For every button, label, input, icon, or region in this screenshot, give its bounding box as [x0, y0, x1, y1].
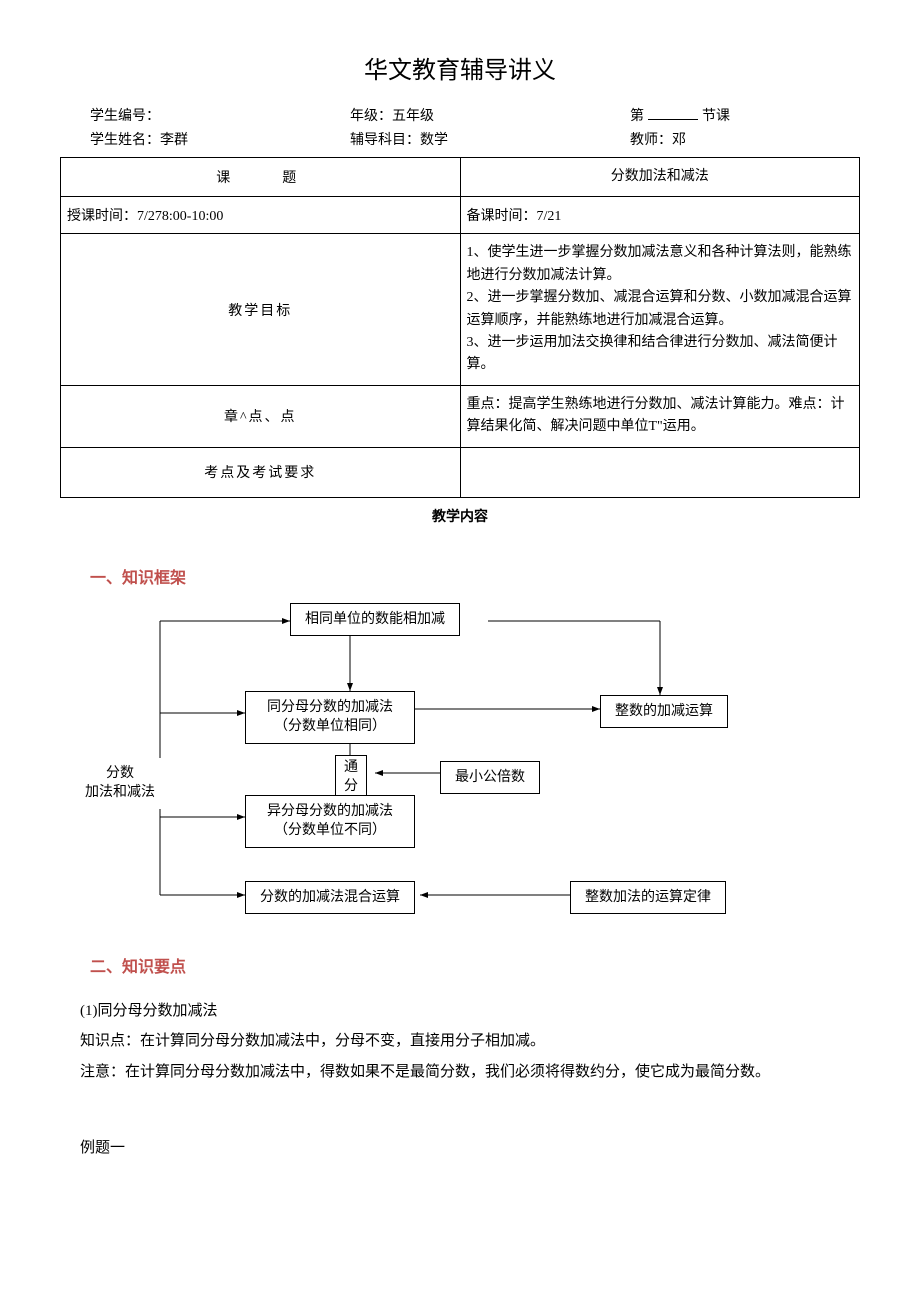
keypoint-value: 重点：提高学生熟练地进行分数加、减法计算能力。难点：计算结果化简、解决问题中单位…: [460, 385, 860, 447]
topic-label: 课 题: [61, 158, 461, 197]
section2-heading: 二、知识要点: [90, 953, 860, 977]
node-mid2: 异分母分数的加减法 （分数单位不同）: [245, 795, 415, 848]
student-name-label: 学生姓名：李群: [90, 129, 350, 149]
node-right2: 最小公倍数: [440, 761, 540, 795]
grade-label: 年级：五年级: [350, 105, 630, 125]
node-mid1: 同分母分数的加减法 （分数单位相同）: [245, 691, 415, 744]
keypoint-label: 章^点、点: [61, 385, 461, 447]
example-label: 例题一: [80, 1136, 860, 1157]
teacher-label: 教师：邓: [630, 129, 860, 149]
exam-value: [460, 447, 860, 497]
student-id-label: 学生编号：: [90, 105, 350, 125]
lesson-prefix: 第: [630, 109, 644, 124]
goal-value: 1、使学生进一步掌握分数加减法意义和各种计算法则，能熟练地进行分数加减法计算。 …: [460, 234, 860, 385]
content-title: 教学内容: [61, 497, 860, 534]
topic-value: 分数加法和减法: [460, 158, 860, 197]
node-mid3: 分数的加减法混合运算: [245, 881, 415, 915]
lesson-suffix: 节课: [702, 109, 730, 124]
header-info: 学生编号： 年级：五年级 第 节课 学生姓名：李群 辅导科目：数学 教师：邓: [60, 105, 860, 149]
body-p2: 知识点：在计算同分母分数加减法中，分母不变，直接用分子相加减。: [80, 1027, 860, 1056]
page-title: 华文教育辅导讲义: [60, 50, 860, 85]
prep-time: 备课时间：7/21: [460, 197, 860, 234]
node-top: 相同单位的数能相加减: [290, 603, 460, 637]
info-table: 课 题 分数加法和减法 授课时间：7/278:00-10:00 备课时间：7/2…: [60, 157, 860, 534]
subject-label: 辅导科目：数学: [350, 129, 630, 149]
class-time: 授课时间：7/278:00-10:00: [61, 197, 461, 234]
node-tongfen: 通 分: [335, 755, 367, 800]
node-root: 分数 加法和减法: [70, 758, 170, 809]
lesson-number: 第 节课: [630, 105, 860, 125]
body-p3: 注意：在计算同分母分数加减法中，得数如果不是最简分数，我们必须将得数约分，使它成…: [80, 1058, 860, 1087]
node-right3: 整数加法的运算定律: [570, 881, 726, 915]
exam-label: 考点及考试要求: [61, 447, 461, 497]
knowledge-diagram: 分数 加法和减法 相同单位的数能相加减 同分母分数的加减法 （分数单位相同） 通…: [70, 603, 850, 923]
goal-label: 教学目标: [61, 234, 461, 385]
body-text: (1)同分母分数加减法 知识点：在计算同分母分数加减法中，分母不变，直接用分子相…: [80, 997, 860, 1087]
node-right1: 整数的加减运算: [600, 695, 728, 729]
blank-field: [648, 119, 698, 120]
body-p1: (1)同分母分数加减法: [80, 997, 860, 1026]
section1-heading: 一、知识框架: [90, 564, 860, 588]
